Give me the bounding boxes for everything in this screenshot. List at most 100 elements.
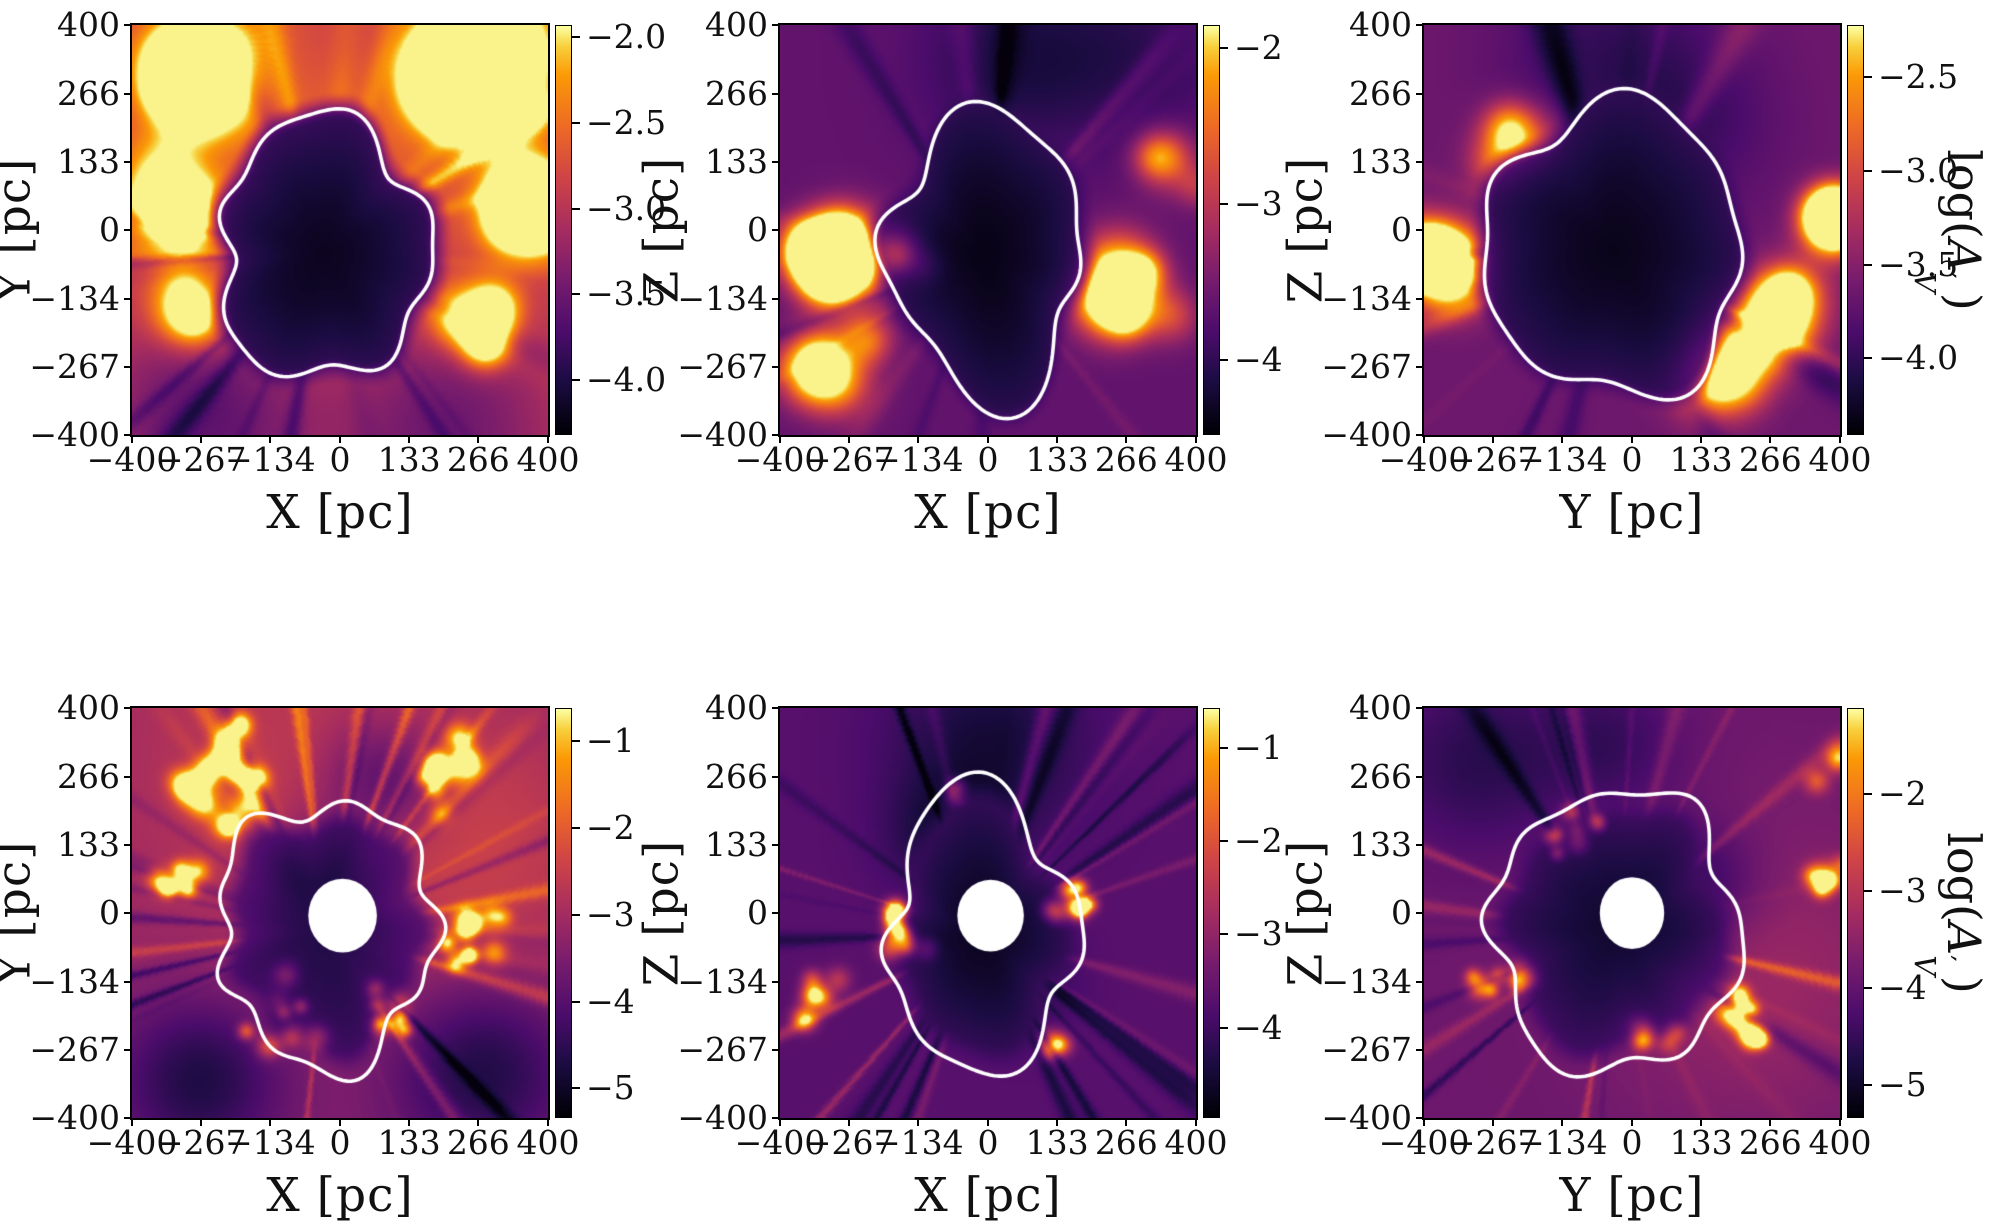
colorbar-tick-mark xyxy=(572,913,580,916)
y-tick-label: −267 xyxy=(677,346,768,386)
colorbar-tick-mark xyxy=(1864,357,1872,360)
colorbar xyxy=(555,25,572,435)
cbar-label-symbol: A xyxy=(1936,922,1991,956)
x-tick-label: 133 xyxy=(377,440,441,479)
colorbar-tick-label: −2.0 xyxy=(586,17,667,57)
y-tick-mark xyxy=(1416,980,1424,983)
y-tick-label: −134 xyxy=(1321,278,1412,318)
x-tick-mark xyxy=(408,435,411,443)
y-tick-label: 266 xyxy=(1349,73,1412,113)
colorbar-tick-label: −3.5 xyxy=(1878,244,1959,284)
colorbar-tick-mark xyxy=(1220,47,1228,50)
x-tick-label: 400 xyxy=(1164,1123,1228,1162)
x-axis-label: Y [pc] xyxy=(1559,1168,1705,1223)
y-tick-mark xyxy=(772,980,780,983)
y-tick-label: 266 xyxy=(705,756,768,796)
y-tick-label: −267 xyxy=(29,346,120,386)
heatmap-canvas xyxy=(130,23,550,437)
colorbar-tick-label: −3 xyxy=(586,894,635,934)
x-tick-mark xyxy=(1195,1118,1197,1126)
x-tick-label: −134 xyxy=(224,1123,316,1162)
y-tick-mark xyxy=(124,160,132,163)
colorbar-tick-label: −2.5 xyxy=(1878,57,1959,97)
x-tick-label: −400 xyxy=(86,1123,178,1162)
y-tick-label: 400 xyxy=(57,5,120,44)
y-tick-mark xyxy=(124,980,132,983)
y-tick-label: 0 xyxy=(747,210,768,249)
y-tick-mark xyxy=(124,365,132,368)
colorbar-tick-mark xyxy=(1220,747,1228,750)
x-tick-mark xyxy=(1839,1118,1841,1126)
colorbar-tick-mark xyxy=(572,826,580,829)
x-tick-label: 266 xyxy=(446,440,510,479)
y-tick-label: 133 xyxy=(57,824,120,864)
y-tick-label: −400 xyxy=(29,415,120,454)
x-axis-label: X [pc] xyxy=(266,1168,414,1223)
x-tick-label: 0 xyxy=(1621,440,1643,479)
x-tick-mark xyxy=(477,1118,480,1126)
y-tick-label: 0 xyxy=(1391,210,1412,249)
x-tick-mark xyxy=(1839,435,1841,443)
x-tick-mark xyxy=(269,435,272,443)
x-tick-label: 400 xyxy=(1164,440,1228,479)
heatmap-canvas xyxy=(778,706,1198,1120)
x-tick-mark xyxy=(1423,435,1425,443)
x-tick-label: 133 xyxy=(377,1123,441,1162)
y-tick-label: 266 xyxy=(57,73,120,113)
colorbar-tick-label: −3 xyxy=(1234,914,1283,954)
x-tick-mark xyxy=(917,1118,920,1126)
y-tick-label: −267 xyxy=(677,1029,768,1069)
y-tick-mark xyxy=(124,24,132,26)
x-tick-mark xyxy=(1631,1118,1633,1126)
colorbar-tick-mark xyxy=(1220,203,1228,206)
x-tick-mark xyxy=(1125,435,1128,443)
x-tick-mark xyxy=(1700,1118,1703,1126)
y-tick-mark xyxy=(124,1048,132,1051)
heatmap-canvas xyxy=(1422,706,1842,1120)
colorbar-tick-mark xyxy=(1220,933,1228,936)
y-tick-mark xyxy=(1416,843,1424,846)
x-tick-mark xyxy=(987,1118,989,1126)
x-tick-mark xyxy=(131,435,133,443)
colorbar-tick-label: −4.0 xyxy=(586,360,667,400)
x-tick-label: 266 xyxy=(1738,1123,1802,1162)
x-tick-label: 400 xyxy=(516,1123,580,1162)
colorbar-tick-label: −4 xyxy=(1878,968,1927,1008)
y-tick-label: 400 xyxy=(705,688,768,727)
x-tick-mark xyxy=(547,435,549,443)
x-tick-label: −267 xyxy=(155,440,247,479)
y-tick-mark xyxy=(1416,160,1424,163)
y-tick-mark xyxy=(124,707,132,709)
x-tick-label: 266 xyxy=(446,1123,510,1162)
colorbar-tick-label: −2 xyxy=(1234,28,1283,68)
x-tick-label: −134 xyxy=(224,440,316,479)
y-tick-label: 400 xyxy=(705,5,768,44)
colorbar-tick-mark xyxy=(1220,1026,1228,1029)
x-tick-mark xyxy=(1631,435,1633,443)
x-axis-label: Y [pc] xyxy=(1559,485,1705,540)
x-tick-label: 266 xyxy=(1738,440,1802,479)
y-tick-mark xyxy=(772,707,780,709)
y-tick-mark xyxy=(124,434,132,436)
y-tick-label: −134 xyxy=(1321,961,1412,1001)
colorbar-tick-mark xyxy=(572,36,580,38)
y-tick-mark xyxy=(1416,297,1424,300)
x-tick-mark xyxy=(269,1118,272,1126)
y-tick-mark xyxy=(772,843,780,846)
x-tick-label: −400 xyxy=(1378,440,1470,479)
x-tick-mark xyxy=(1769,435,1772,443)
x-axis-label: X [pc] xyxy=(914,485,1062,540)
y-tick-mark xyxy=(1416,434,1424,436)
panel-top-middle: Z [pc] X [pc] −400 −267 −134 0 133 266 400 400 2… xyxy=(635,6,1283,541)
x-tick-label: −267 xyxy=(803,440,895,479)
y-tick-mark xyxy=(124,912,132,914)
x-tick-label: −134 xyxy=(1516,1123,1608,1162)
colorbar-tick-label: −3 xyxy=(1878,871,1927,911)
y-tick-label: 133 xyxy=(1349,141,1412,181)
x-tick-mark xyxy=(1561,435,1564,443)
colorbar xyxy=(1847,708,1864,1118)
y-tick-label: 133 xyxy=(705,824,768,864)
y-tick-mark xyxy=(772,1048,780,1051)
y-tick-mark xyxy=(772,160,780,163)
x-tick-mark xyxy=(1423,1118,1425,1126)
